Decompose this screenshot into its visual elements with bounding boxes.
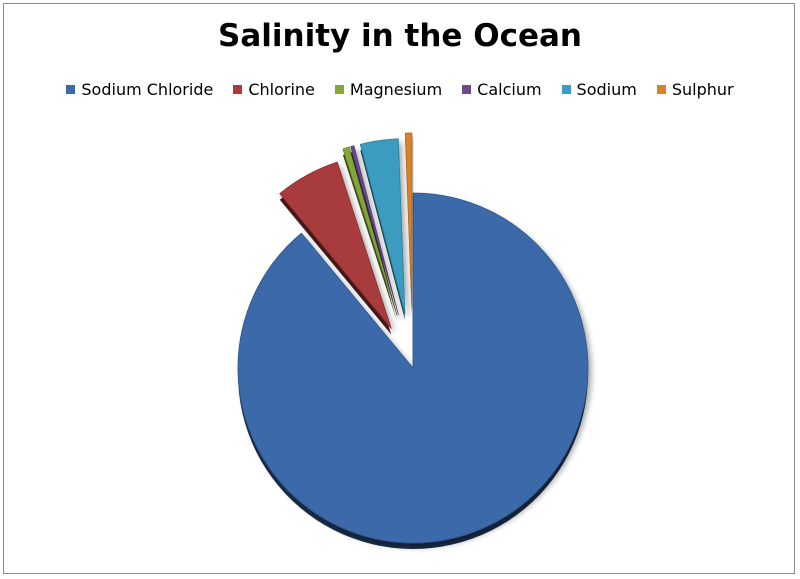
pie-slice-sodium[interactable] <box>359 138 406 314</box>
pie-slice-sodium-chloride[interactable] <box>237 192 589 544</box>
legend-swatch <box>66 84 76 94</box>
legend-label: Magnesium <box>349 79 443 99</box>
chart-legend: Sodium Chloride Chlorine Magnesium Calcium S… <box>4 78 796 100</box>
legend-swatch <box>334 84 344 94</box>
legend-label: Sulphur <box>671 79 734 99</box>
legend-item: Magnesium <box>334 79 443 99</box>
legend-item: Sulphur <box>656 79 734 99</box>
pie-slice-sulphur[interactable] <box>404 132 413 309</box>
pie-slice-edge <box>350 151 399 321</box>
pie-slice-edge <box>342 153 397 322</box>
pie-slice-magnesium[interactable] <box>342 146 398 316</box>
legend-label: Chlorine <box>248 79 315 99</box>
legend-label: Calcium <box>477 79 542 99</box>
legend-item: Sodium Chloride <box>66 80 213 99</box>
legend-swatch <box>233 84 243 94</box>
legend-item: Calcium <box>462 79 542 99</box>
legend-item: Sodium <box>561 79 637 99</box>
chart-title: Salinity in the Ocean <box>218 18 582 54</box>
legend-label: Sodium <box>576 79 637 99</box>
legend-swatch <box>561 84 571 94</box>
legend-swatch <box>656 84 666 94</box>
pie-slice-chlorine[interactable] <box>279 161 392 329</box>
pie-slice-calcium[interactable] <box>350 145 399 316</box>
legend-label: Sodium Chloride <box>81 79 214 99</box>
legend-swatch <box>462 84 472 94</box>
legend-item: Chlorine <box>233 80 315 99</box>
